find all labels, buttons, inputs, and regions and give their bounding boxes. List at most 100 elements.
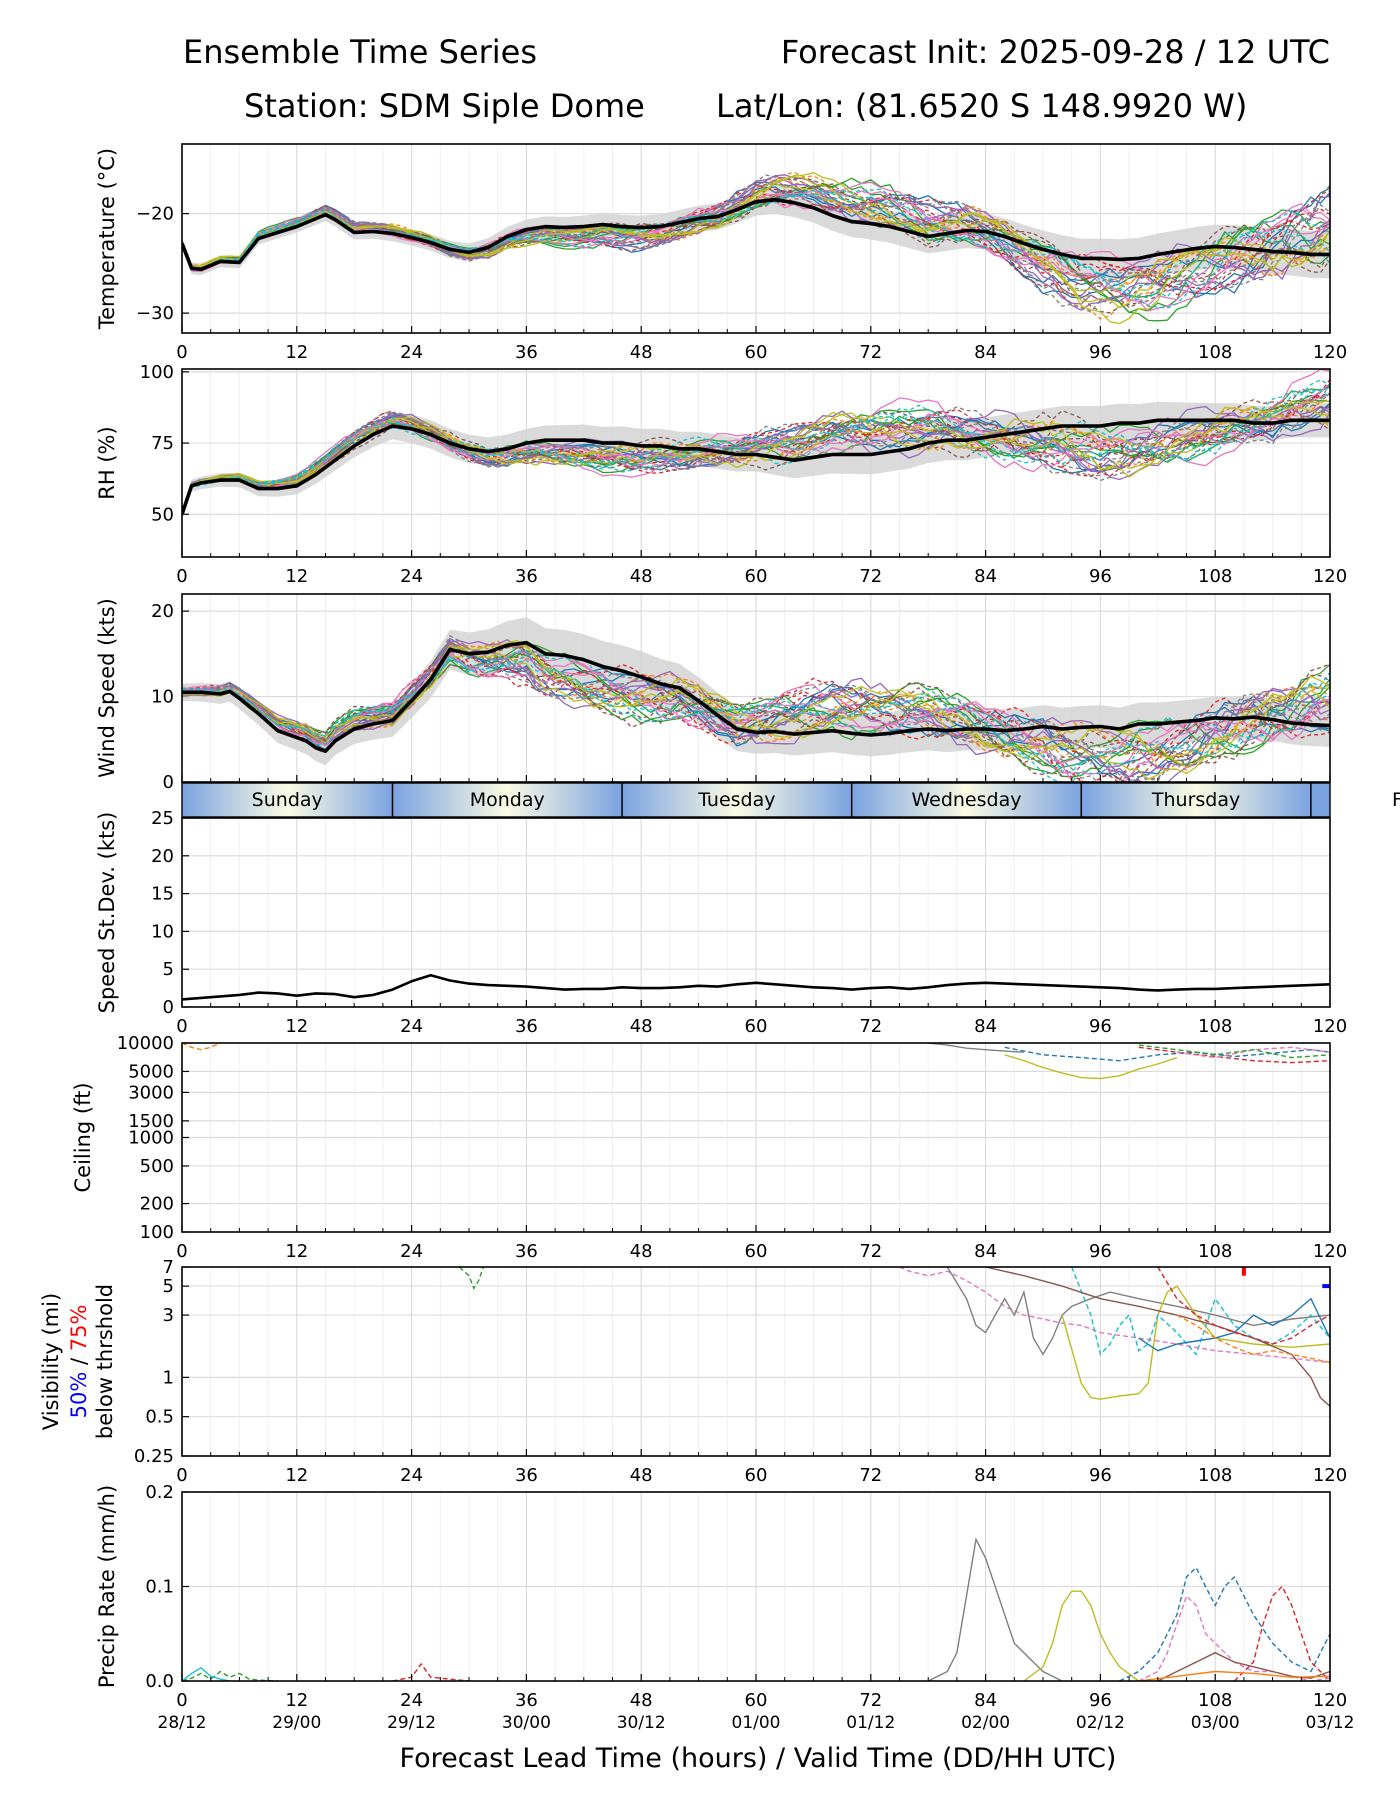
rh-member-ens-01	[182, 384, 1330, 514]
x-axis-label: Forecast Lead Time (hours) / Valid Time …	[400, 1743, 1117, 1774]
wind-member-ens-05	[182, 637, 1330, 782]
ceiling-member-ens-03	[1138, 1044, 1330, 1059]
x-tick-label: 24	[400, 1016, 423, 1037]
temperature-member-ens-08	[182, 183, 1330, 294]
rh-member-ens-10	[182, 387, 1330, 515]
x-tick-label: 84	[974, 566, 997, 587]
x-tick-label: 48	[630, 342, 653, 363]
valid-time-label: 01/12	[846, 1713, 895, 1733]
y-tick-label: 100	[140, 1222, 174, 1243]
x-tick-label: 60	[745, 566, 768, 587]
y-tick-label: 15	[151, 884, 174, 905]
x-tick-label: 120	[1313, 1016, 1347, 1037]
y-tick-label: −20	[136, 204, 174, 225]
precip-member-ens-04	[392, 1662, 470, 1681]
x-tick-label: 84	[974, 342, 997, 363]
x-tick-label: 48	[630, 1241, 653, 1262]
visibility-member-ens-03	[458, 1267, 485, 1290]
precip-member-ens-10	[182, 1666, 230, 1681]
x-tick-label: 36	[515, 1241, 538, 1262]
x-tick-label: 0	[176, 342, 187, 363]
x-tick-label: 36	[515, 342, 538, 363]
rh-member-ens-08	[182, 382, 1330, 512]
x-tick-label: 24	[400, 1241, 423, 1262]
temperature-member-ens-02	[182, 176, 1330, 301]
y-tick-label: 500	[140, 1156, 174, 1177]
wind-member-ens-10	[182, 655, 1330, 782]
y-axis-label: Speed St.Dev. (kts)	[95, 812, 119, 1014]
y-tick-label: 0.2	[145, 1482, 174, 1503]
precip-member-ens-03	[182, 1670, 278, 1681]
precip-member-ens-09	[1023, 1590, 1140, 1681]
visibility-series	[458, 1267, 1330, 1407]
x-tick-label: 84	[974, 1465, 997, 1486]
day-label: Monday	[470, 789, 545, 811]
valid-time-label: 01/00	[732, 1713, 781, 1733]
y-tick-label: −30	[136, 303, 174, 324]
rh-ensemble-mean	[182, 418, 1330, 515]
x-tick-label: 0	[176, 1241, 187, 1262]
rh-member-ens-06	[182, 399, 1330, 518]
ceiling-member-ens-07	[1176, 1046, 1330, 1059]
valid-time-label: 03/12	[1306, 1713, 1355, 1733]
x-tick-label: 108	[1198, 342, 1232, 363]
y-tick-label: 3	[163, 1305, 174, 1326]
speed_stdev-panel: 0 5 10 15 20 25 0 12 24 36 48 60 72 84 96 108 120 Speed S…	[95, 808, 1347, 1037]
temperature-panel: −30 −20 0 12 24 36 48 60 72 84 96 108 120 Temperature…	[95, 143, 1347, 363]
threshold-separator: /	[67, 1351, 91, 1371]
y-tick-label: 1000	[128, 1128, 174, 1149]
visibility-member-ens-06	[985, 1267, 1330, 1407]
x-tick-label: 96	[1089, 1016, 1112, 1037]
ceiling-member-ens-08	[928, 1043, 1024, 1053]
y-tick-label: 0.1	[145, 1577, 174, 1598]
wind-member-ens-04	[182, 650, 1330, 782]
x-tick-label: 72	[859, 1690, 882, 1711]
day-band-frame	[181, 782, 1331, 818]
x-tick-label: 12	[285, 1690, 308, 1711]
temperature-member-ens-10	[182, 193, 1330, 292]
day-label: Tuesday	[697, 789, 775, 811]
day-label-overflow: F	[1392, 789, 1400, 811]
x-tick-label: 0	[176, 1016, 187, 1037]
y-axis-label: Wind Speed (kts)	[95, 598, 119, 778]
x-tick-label: 0	[176, 1465, 187, 1486]
x-tick-label: 72	[859, 1016, 882, 1037]
valid-time-label: 30/12	[617, 1713, 666, 1733]
visibility-member-ens-08	[946, 1267, 1330, 1356]
x-tick-label: 72	[859, 1465, 882, 1486]
rh-member-ens-09	[182, 399, 1330, 515]
temperature-member-ens-08	[182, 174, 1330, 313]
day-label: Thursday	[1151, 789, 1240, 811]
wind-member-ens-09	[182, 643, 1330, 768]
y-tick-label: 0.5	[145, 1407, 174, 1428]
x-tick-label: 84	[974, 1690, 997, 1711]
ceiling-member-ens-04	[1138, 1046, 1330, 1064]
x-tick-label: 84	[974, 1241, 997, 1262]
y-tick-label: 3000	[128, 1082, 174, 1103]
x-tick-label: 96	[1089, 342, 1112, 363]
wind-panel: 0 10 20 Wind Speed (kts)	[95, 593, 1331, 793]
y-tick-label: 10	[151, 921, 174, 942]
wind-member-ens-06	[182, 651, 1330, 778]
x-tick-label: 12	[285, 1465, 308, 1486]
visibility-member-ens-07	[899, 1267, 1330, 1364]
temperature-series	[182, 171, 1330, 325]
speed_stdev-ensemble-mean	[182, 973, 1330, 1001]
x-tick-label: 96	[1089, 1241, 1112, 1262]
threshold-legend: 50% / 75%	[67, 1305, 91, 1419]
speed_stdev-series	[182, 973, 1330, 1001]
visibility-member-ens-02	[1176, 1314, 1330, 1364]
temperature-member-ens-05	[182, 174, 1330, 311]
day-label: Sunday	[252, 789, 323, 811]
x-tick-label: 36	[515, 566, 538, 587]
y-tick-label: 10000	[117, 1033, 174, 1054]
x-tick-label: 60	[745, 1016, 768, 1037]
y-tick-label: 0.0	[145, 1671, 174, 1692]
y-tick-label: 1500	[128, 1111, 174, 1132]
x-tick-label: 72	[859, 1241, 882, 1262]
x-tick-label: 60	[745, 342, 768, 363]
x-tick-label: 108	[1198, 1016, 1232, 1037]
temperature-ensemble-mean	[182, 197, 1330, 272]
y-axis-label: Ceiling (ft)	[71, 1082, 95, 1192]
